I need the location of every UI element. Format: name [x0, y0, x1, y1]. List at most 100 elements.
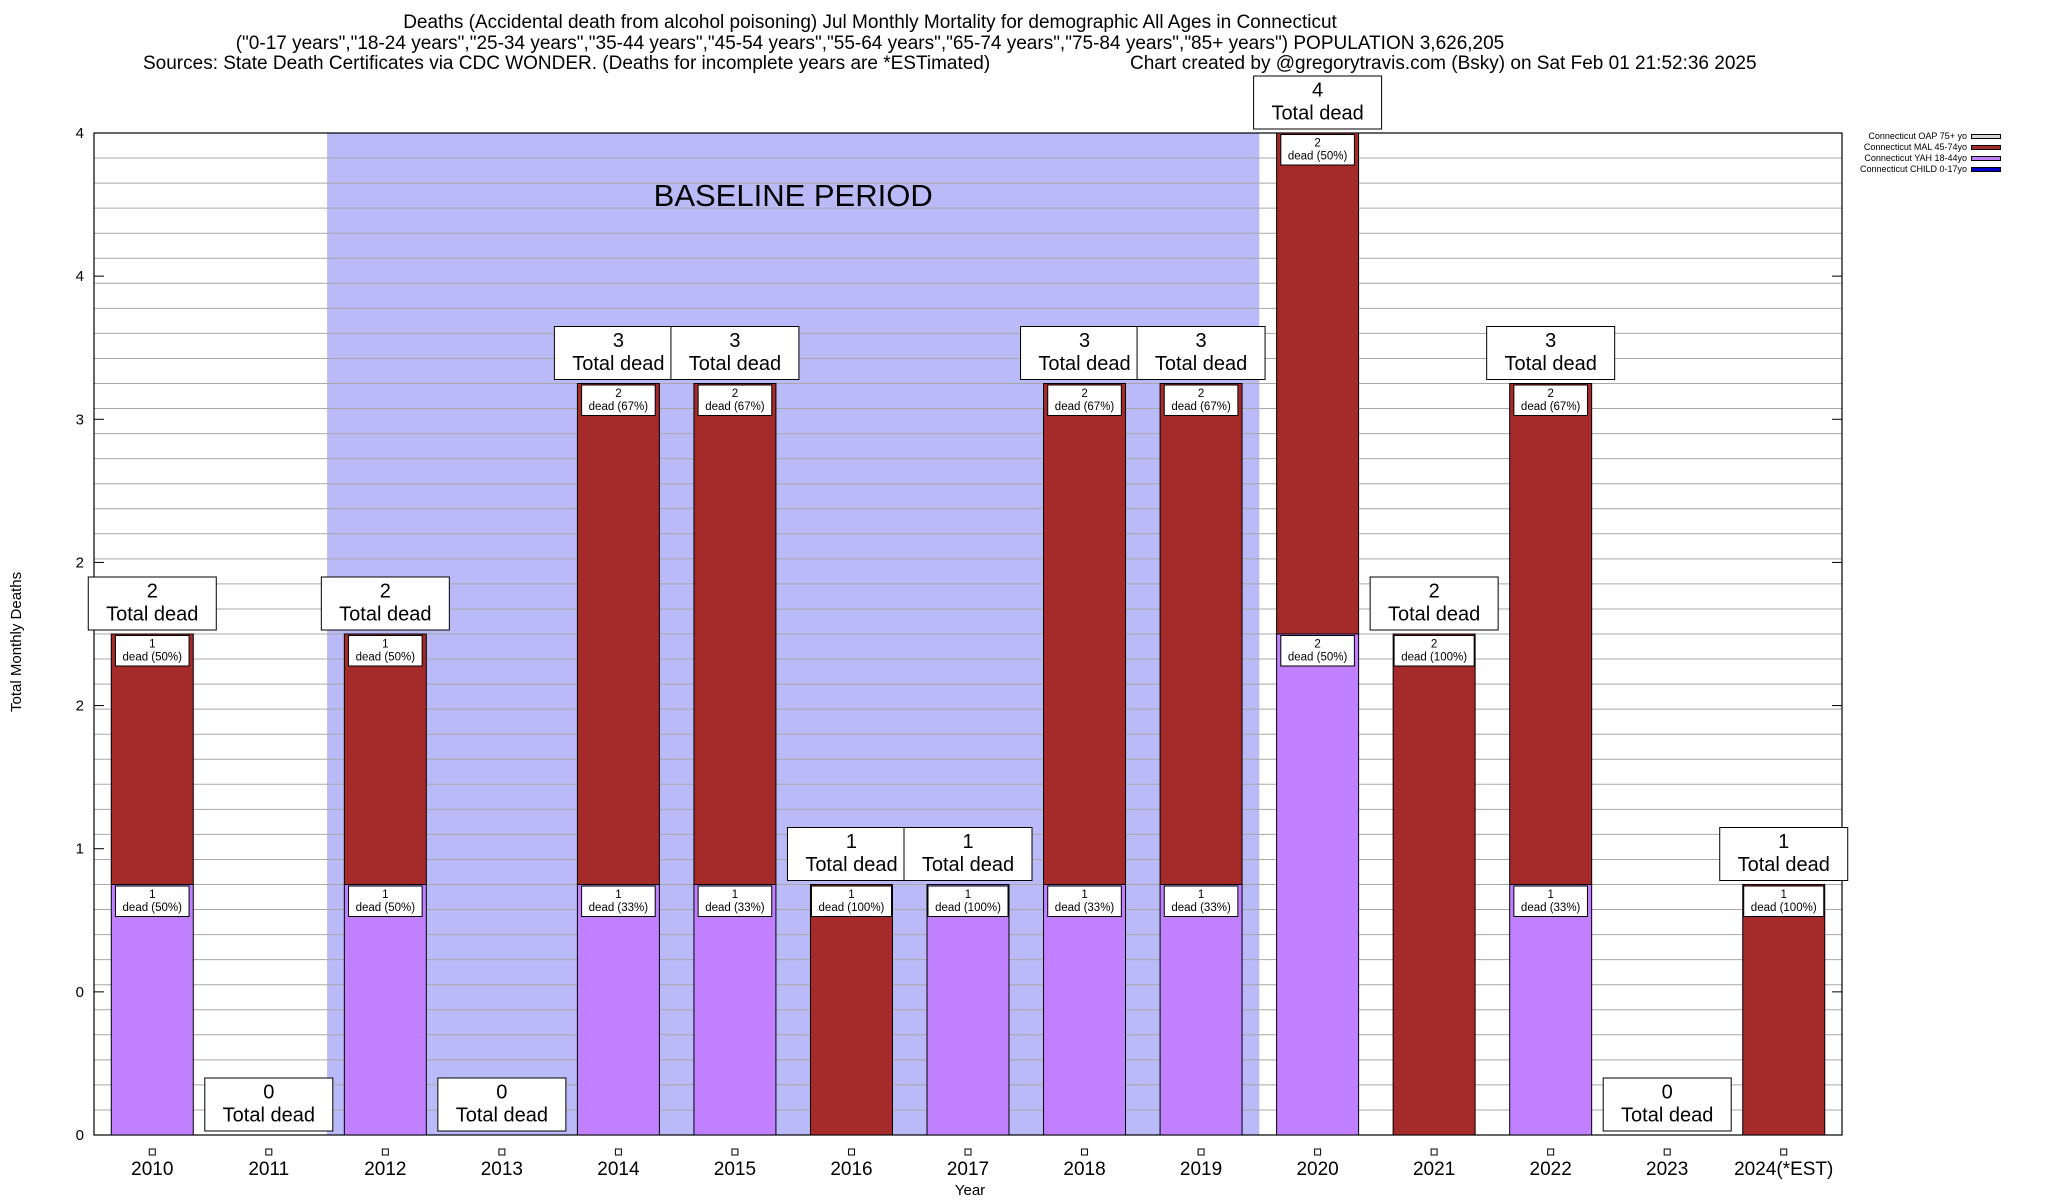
bar-segment: [926, 884, 1010, 1136]
segment-label-line-1: dead (67%): [1521, 401, 1581, 413]
x-tick-marker: [847, 1148, 855, 1156]
legend-item-child: Connecticut CHILD 0-17yo: [1860, 164, 2002, 175]
x-tick-marker: [1430, 1148, 1438, 1156]
segment-label-line-0: 2: [1547, 388, 1553, 400]
bar-segment: [1043, 383, 1127, 885]
x-tick-marker: [265, 1148, 273, 1156]
x-tick-marker: [148, 1148, 156, 1156]
x-tick-label: 2019: [1180, 1159, 1222, 1180]
legend-label-mal: Connecticut MAL 45-74yo: [1863, 142, 1968, 152]
x-tick-label: 2011: [248, 1159, 289, 1180]
segment-label-line-1: dead (67%): [1171, 401, 1231, 413]
x-tick-label: 2010: [131, 1159, 173, 1180]
y-tick-label: 3: [76, 411, 84, 428]
segment-label-line-1: dead (67%): [1055, 401, 1115, 413]
segment-label-line-0: 1: [149, 889, 155, 901]
total-label-line-0: 2: [147, 581, 158, 603]
total-label-line-0: 0: [496, 1082, 507, 1104]
total-label-line-0: 3: [1545, 330, 1556, 352]
legend-swatch-child: [1971, 167, 2002, 172]
segment-label-line-1: dead (67%): [705, 401, 765, 413]
segment-label-box: [1047, 384, 1122, 416]
bar-segment: [1392, 633, 1476, 1136]
segment-label-line-0: 2: [615, 388, 621, 400]
segment-label-line-0: 1: [615, 889, 621, 901]
total-label-line-1: Total dead: [805, 854, 897, 876]
y-tick-label: 0: [76, 984, 84, 1001]
total-label-box: [670, 326, 800, 380]
x-tick-label: 2017: [947, 1159, 989, 1180]
bar-segment: [343, 633, 427, 885]
segment-label-box: [1513, 384, 1588, 416]
total-label-line-0: 1: [846, 831, 857, 853]
total-label-line-0: 3: [613, 330, 624, 352]
total-label-line-1: Total dead: [922, 854, 1014, 876]
segment-label-line-1: dead (33%): [1521, 902, 1581, 914]
segment-label-box: [114, 885, 190, 918]
segment-label-line-1: dead (50%): [1288, 151, 1348, 163]
total-label-line-0: 3: [729, 330, 740, 352]
segment-label-box: [810, 885, 892, 918]
total-label-box: [553, 326, 683, 380]
x-tick-label: 2014: [597, 1159, 640, 1180]
total-label-line-1: Total dead: [1271, 103, 1363, 125]
segment-label-box: [927, 885, 1009, 918]
bar-segment: [576, 383, 660, 885]
total-label-box: [320, 576, 450, 631]
legend-label-yah: Connecticut YAH 18-44yo: [1864, 153, 1968, 163]
y-tick-label: 4: [76, 125, 84, 142]
bar-segment: [1276, 633, 1360, 1136]
bar-segment: [1276, 132, 1360, 635]
segment-label-box: [697, 384, 773, 416]
total-label-line-1: Total dead: [339, 604, 431, 626]
total-label-box: [786, 827, 916, 881]
chart-credit: Chart created by @gregorytravis.com (Bsk…: [1130, 53, 1757, 74]
segment-label-line-1: dead (33%): [589, 902, 649, 914]
segment-label-line-0: 2: [1314, 137, 1320, 149]
total-label-line-0: 1: [962, 831, 973, 853]
legend-item-oap: Connecticut OAP 75+ yo: [1860, 131, 2002, 142]
bar-segment: [1742, 884, 1826, 1136]
total-label-line-1: Total dead: [1155, 353, 1247, 375]
x-tick-marker: [498, 1148, 506, 1156]
legend-swatch-yah: [1971, 156, 2002, 161]
total-label-box: [204, 1077, 334, 1132]
total-label-line-0: 2: [1429, 581, 1440, 603]
segment-label-line-1: dead (67%): [589, 401, 649, 413]
total-label-line-1: Total dead: [689, 353, 781, 375]
y-axis-label: Total Monthly Deaths: [8, 571, 25, 712]
total-label-box: [87, 576, 217, 631]
total-label-box: [1719, 827, 1849, 881]
segment-label-line-0: 2: [1314, 638, 1320, 650]
segment-label-box: [1280, 134, 1355, 166]
legend-swatch-mal: [1971, 145, 2002, 150]
total-label-box: [1486, 326, 1616, 380]
total-label-line-1: Total dead: [1738, 854, 1830, 876]
x-tick-label: 2023: [1646, 1159, 1688, 1180]
segment-label-line-0: 1: [149, 638, 155, 650]
segment-label-line-1: dead (100%): [819, 902, 885, 914]
chart-legend: Connecticut OAP 75+ yo Connecticut MAL 4…: [1860, 131, 2002, 175]
legend-swatch-oap: [1971, 134, 2002, 139]
segment-label-box: [348, 885, 423, 918]
total-label-line-1: Total dead: [456, 1105, 548, 1127]
chart-subtitle: ("0-17 years","18-24 years","25-34 years…: [235, 33, 1505, 54]
total-label-line-1: Total dead: [223, 1105, 315, 1127]
x-tick-label: 2018: [1063, 1159, 1105, 1180]
segment-label-line-1: dead (33%): [705, 902, 765, 914]
x-tick-marker: [1780, 1148, 1788, 1156]
segment-label-box: [1280, 635, 1355, 667]
segment-label-line-0: 1: [1081, 889, 1087, 901]
total-label-line-0: 0: [1662, 1082, 1673, 1104]
x-tick-label: 2016: [830, 1159, 872, 1180]
bar-segment: [809, 884, 893, 1136]
total-label-box: [1136, 326, 1266, 380]
segment-label-box: [1513, 885, 1588, 918]
total-label-line-1: Total dead: [106, 604, 198, 626]
baseline-label: BASELINE PERIOD: [654, 178, 933, 213]
segment-label-line-1: dead (100%): [1401, 652, 1467, 664]
y-tick-label: 2: [76, 554, 84, 571]
segment-label-line-1: dead (100%): [1751, 902, 1817, 914]
segment-label-box: [1163, 384, 1239, 416]
